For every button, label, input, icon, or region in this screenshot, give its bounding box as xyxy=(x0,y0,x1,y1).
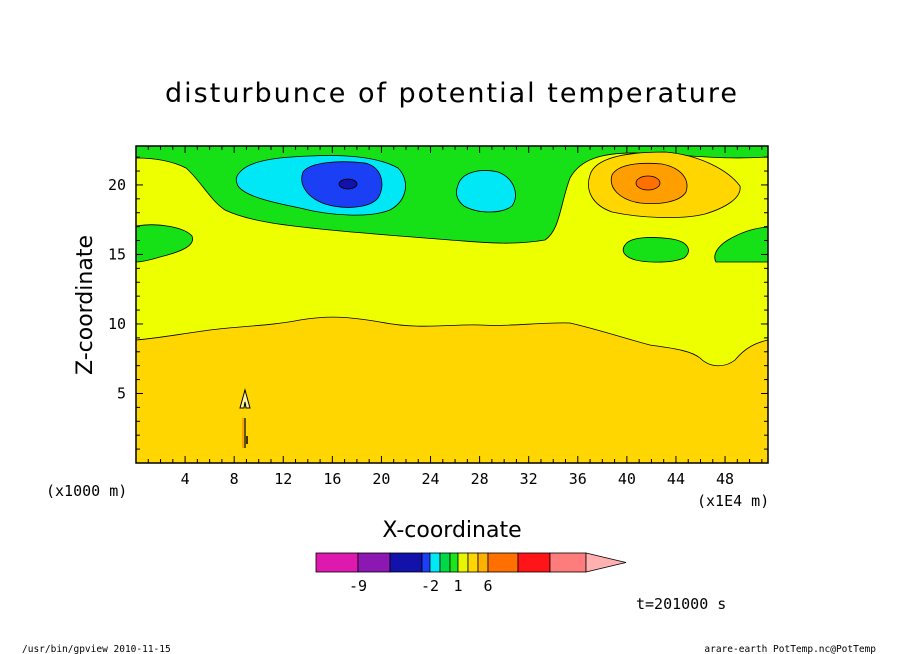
footer-right: arare-earth_PotTemp.nc@PotTemp xyxy=(704,644,876,654)
y-tick-label: 20 xyxy=(108,176,126,194)
y-tick-label: 10 xyxy=(108,315,126,333)
y-axis-label: Z-coordinate xyxy=(73,235,98,375)
x-tick-label: 4 xyxy=(181,470,190,488)
colorbar-swatch xyxy=(477,552,489,573)
x-tick-label: 8 xyxy=(230,470,239,488)
x-tick-label: 40 xyxy=(618,470,636,488)
x-tick-label: 48 xyxy=(716,470,734,488)
colorbar-swatch xyxy=(487,552,519,573)
plot-frame xyxy=(135,145,769,464)
contour-band-left-green xyxy=(136,224,193,263)
y-axis: 5 10 15 20 xyxy=(108,156,768,450)
colorbar-label: 6 xyxy=(483,577,492,595)
colorbar-swatch xyxy=(357,552,391,573)
contour-band-dark-orange xyxy=(635,175,661,191)
x-tick-label: 28 xyxy=(471,470,489,488)
y-tick-label: 5 xyxy=(117,384,126,402)
x-tick-label: 44 xyxy=(667,470,685,488)
x-tick-label: 16 xyxy=(323,470,341,488)
colorbar-label: -9 xyxy=(349,577,367,595)
colorbar-swatch xyxy=(315,552,359,573)
footer-left: /usr/bin/gpview 2010-11-15 xyxy=(22,644,171,654)
x-unit-right: (x1E4 m) xyxy=(697,492,769,510)
colorbar-swatch xyxy=(517,552,551,573)
contour-band-cyan-small xyxy=(456,170,516,213)
colorbar-label: 1 xyxy=(453,577,462,595)
colorbar-swatch xyxy=(439,552,451,573)
contour-field xyxy=(136,146,768,463)
contour-band-mid-green xyxy=(622,237,689,263)
mountain-marker-icon xyxy=(239,388,251,448)
contour-band-dark-blue xyxy=(338,178,358,190)
colorbar-swatch xyxy=(467,552,479,573)
x-tick-label: 32 xyxy=(520,470,538,488)
colorbar-swatch xyxy=(421,552,431,573)
x-unit-left: (x1000 m) xyxy=(46,482,127,500)
colorbar-swatch xyxy=(429,552,441,573)
y-tick-label: 15 xyxy=(108,245,126,263)
contour-band-right-green xyxy=(714,226,768,263)
colorbar-swatch xyxy=(389,552,423,573)
time-readout: t=201000 s xyxy=(636,595,726,613)
colorbar-swatch xyxy=(549,552,587,573)
x-tick-label: 36 xyxy=(569,470,587,488)
chart-title: disturbunce of potential temperature xyxy=(165,78,739,109)
x-axis-label: X-coordinate xyxy=(382,518,521,543)
x-tick-label: 12 xyxy=(274,470,292,488)
x-tick-label: 20 xyxy=(372,470,390,488)
colorbar-label: -2 xyxy=(421,577,439,595)
colorbar-swatch xyxy=(449,552,459,573)
x-axis: 4 8 12 16 20 24 28 32 36 40 44 48 xyxy=(147,146,763,488)
x-tick-label: 24 xyxy=(421,470,439,488)
colorbar-arrow xyxy=(585,552,627,573)
colorbar-swatch xyxy=(457,552,469,573)
colorbar: -9 -2 1 6 xyxy=(315,552,627,595)
